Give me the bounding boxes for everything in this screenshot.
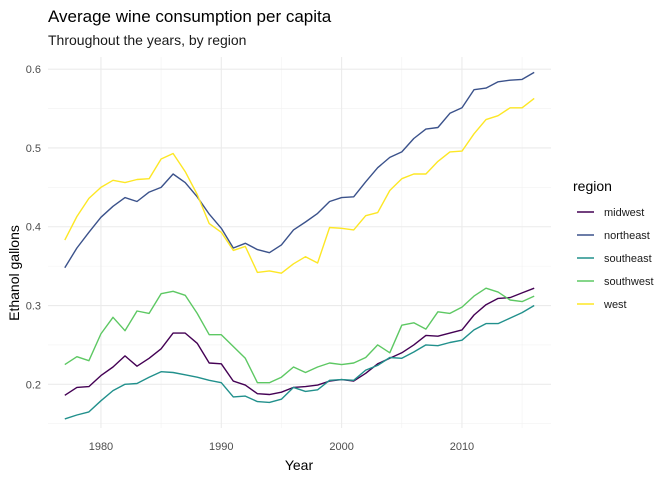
legend-label-southeast: southeast — [604, 253, 652, 265]
x-tick-label: 1990 — [209, 441, 233, 453]
legend-title: region — [573, 178, 612, 194]
series-line-northeast — [64, 71, 535, 269]
y-tick-label: 0.3 — [26, 301, 41, 313]
gridlines — [48, 57, 551, 428]
y-tick-label: 0.2 — [26, 379, 41, 391]
legend: midwest northeast southeast southwest west — [577, 207, 654, 311]
y-tick-label: 0.5 — [26, 143, 41, 155]
y-tick-labels: 0.2 0.3 0.4 0.5 0.6 — [26, 64, 41, 391]
y-axis-label: Ethanol gallons — [6, 225, 22, 321]
chart-subtitle: Throughout the years, by region — [48, 32, 246, 48]
y-tick-label: 0.6 — [26, 64, 41, 76]
series-line-west — [64, 97, 535, 274]
legend-label-west: west — [603, 299, 627, 311]
x-tick-label: 2000 — [329, 441, 353, 453]
chart-title: Average wine consumption per capita — [48, 7, 332, 26]
series-line-southwest — [64, 287, 535, 384]
y-tick-label: 0.4 — [26, 222, 41, 234]
series-line-midwest — [64, 287, 535, 396]
series-line-southeast — [64, 304, 535, 420]
x-tick-labels: 1980 1990 2000 2010 — [89, 441, 474, 453]
legend-label-midwest: midwest — [604, 207, 644, 219]
x-axis-label: Year — [285, 457, 314, 473]
x-tick-label: 1980 — [89, 441, 113, 453]
series-lines — [64, 71, 535, 420]
legend-label-southwest: southwest — [604, 276, 654, 288]
x-tick-label: 2010 — [450, 441, 474, 453]
legend-label-northeast: northeast — [604, 230, 650, 242]
